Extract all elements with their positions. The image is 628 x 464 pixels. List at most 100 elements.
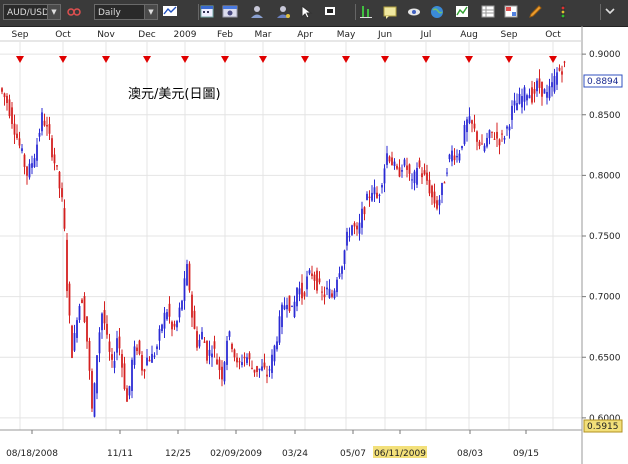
candle-body [261, 366, 263, 371]
user-settings-button[interactable] [272, 3, 294, 21]
candle-body [408, 164, 411, 174]
candle-body [373, 187, 376, 195]
event-marker-icon[interactable] [301, 56, 309, 63]
price-chart[interactable]: Sep Oct Nov Dec 2009 Feb Mar Apr May Jun Jul Aug Sep… [0, 26, 628, 464]
eye-icon [408, 8, 420, 16]
eye-button[interactable] [403, 3, 425, 21]
chart-type-button[interactable] [159, 3, 181, 21]
candle-body [188, 263, 191, 291]
traffic-light-button[interactable] [552, 3, 574, 21]
cursor-icon [301, 4, 313, 19]
event-marker-icon[interactable] [16, 56, 24, 63]
date-highlight [373, 446, 427, 458]
candle-body [321, 291, 323, 293]
last-price-badge [583, 74, 623, 88]
event-marker-icon[interactable] [221, 56, 229, 63]
table-icon [481, 5, 495, 18]
candle-body [516, 103, 518, 111]
candle-body [316, 270, 318, 291]
candle-body [338, 273, 341, 278]
candle-body [156, 346, 158, 350]
candle-body [303, 292, 306, 297]
pencil-button[interactable] [524, 3, 546, 21]
indicator-button[interactable] [355, 3, 377, 21]
symbol-select[interactable]: AUD/USD ▼ [3, 4, 61, 20]
event-markers [16, 56, 557, 63]
candle-body [358, 222, 361, 234]
candle-body [298, 288, 301, 295]
menu-chevron-button[interactable] [599, 3, 621, 21]
candle-body [233, 349, 236, 358]
candle-body [296, 287, 298, 307]
event-marker-icon[interactable] [259, 56, 267, 63]
last-price-label: 0.8894 [587, 77, 619, 87]
candle-body [171, 321, 173, 330]
month-label: Feb [217, 30, 233, 40]
candle-body [123, 363, 126, 389]
calendar-button[interactable] [196, 3, 218, 21]
candle-body [11, 107, 13, 124]
low-price-badge [583, 419, 623, 433]
candle-body [341, 266, 343, 274]
candle-body [31, 163, 33, 168]
event-marker-icon[interactable] [549, 56, 557, 63]
event-marker-icon[interactable] [143, 56, 151, 63]
event-marker-icon[interactable] [181, 56, 189, 63]
date-label: 05/07 [340, 449, 366, 459]
candle-body [383, 168, 386, 184]
note-button[interactable] [379, 3, 401, 21]
grid-chart-button[interactable] [451, 3, 473, 21]
candle-body [406, 165, 408, 170]
candle-body [448, 154, 451, 160]
candle-body [163, 312, 166, 329]
candle-body [108, 341, 111, 352]
candle-body [98, 332, 101, 354]
event-marker-icon[interactable] [381, 56, 389, 63]
candle-body [291, 305, 293, 307]
layout-button[interactable] [500, 3, 522, 21]
candle-body [491, 131, 493, 133]
candle-body [441, 183, 443, 196]
calendar-icon [200, 5, 214, 18]
event-marker-icon[interactable] [342, 56, 350, 63]
month-label: Dec [138, 30, 155, 40]
event-marker-icon[interactable] [465, 56, 473, 63]
link-button[interactable] [63, 3, 85, 21]
candle-body [141, 355, 143, 371]
month-label: Jun [377, 30, 392, 40]
marker-button[interactable] [319, 3, 341, 21]
event-marker-icon[interactable] [505, 56, 513, 63]
candle-body [223, 362, 226, 382]
candle-body [293, 301, 296, 317]
candle-body [451, 150, 453, 162]
candle-body [323, 294, 326, 298]
candle-body [443, 182, 446, 184]
candle-body [81, 299, 83, 304]
menu-chevron-icon [605, 8, 615, 15]
event-marker-icon[interactable] [102, 56, 110, 63]
globe-button[interactable] [426, 3, 448, 21]
candle-body [378, 194, 381, 196]
candle-body [343, 250, 346, 264]
chart-grid [0, 42, 582, 430]
candle-body [551, 82, 553, 88]
user-button[interactable] [246, 3, 268, 21]
candle-body [288, 295, 291, 312]
low-price-label: 0.5915 [587, 422, 619, 432]
candle-body [231, 343, 233, 350]
window-button[interactable] [219, 3, 241, 21]
event-marker-icon[interactable] [422, 56, 430, 63]
candle-body [136, 347, 138, 352]
period-select[interactable]: Daily ▼ [94, 4, 158, 20]
symbol-select-value: AUD/USD [7, 8, 49, 18]
candle-body [268, 369, 271, 371]
candle-body [526, 95, 528, 101]
candle-body [18, 138, 21, 146]
table-button[interactable] [477, 3, 499, 21]
candle-body [48, 124, 51, 134]
event-marker-icon[interactable] [59, 56, 67, 63]
candle-body [76, 320, 78, 338]
candle-body [493, 138, 496, 140]
cursor-button[interactable] [295, 3, 317, 21]
candle-body [203, 341, 206, 343]
